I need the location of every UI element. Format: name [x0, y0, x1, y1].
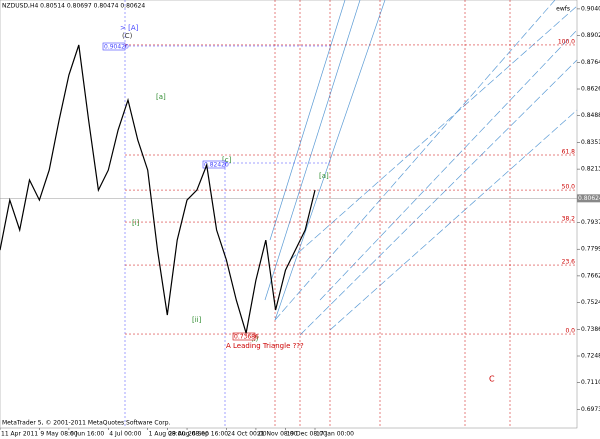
y-tick-label: 0.76620 [581, 272, 600, 279]
y-tick-label: 0.72486 [581, 353, 600, 360]
annotation: C [489, 375, 495, 384]
current-price-box [577, 194, 600, 203]
x-tick-label: 24 Oct 00:00 [227, 431, 266, 438]
annotation: A Leading Triangle ??? [226, 342, 304, 350]
plot-area [0, 0, 578, 429]
x-tick-label: 4 Jul 00:00 [109, 431, 141, 438]
annotation: [a] [319, 172, 329, 180]
annotation: [i] [132, 219, 140, 227]
price-box [232, 332, 256, 341]
current-price-label: 0.80624 [578, 195, 600, 202]
price-label: 0.82420 [204, 162, 229, 169]
x-tick-label: 6 Jun 16:00 [70, 431, 104, 438]
x-tick-label: 17 Jan 00:00 [316, 431, 354, 438]
y-tick-label: 0.79376 [581, 219, 600, 226]
annotation: [a] [156, 93, 166, 101]
footer: MetaTrader 5, © 2001-2011 MetaQuotes Sof… [2, 420, 171, 427]
x-tick-label: 9 May 08:00 [40, 431, 78, 438]
y-tick-label: 0.77998 [581, 246, 600, 253]
fib-label: 61.8 [562, 149, 576, 156]
fib-label: 0.0 [565, 328, 575, 335]
price-box [102, 42, 126, 51]
annotation: [ii] [192, 316, 202, 324]
fib-label: 38.2 [562, 216, 576, 223]
x-tick-label: 19 Dec 08:00 [286, 431, 327, 438]
y-tick-label: 0.71108 [581, 379, 600, 386]
y-tick-label: 0.82132 [581, 166, 600, 173]
y-tick-label: 0.69730 [581, 406, 600, 413]
fib-label: 50.0 [562, 184, 576, 191]
x-tick-label: 1 Aug 08:00 [149, 431, 186, 438]
chart-title: NZDUSD,H4 0.80514 0.80697 0.80474 0.8062… [2, 3, 145, 10]
trend-lines [264, 0, 578, 336]
fib-label: 23.6 [562, 259, 576, 266]
price-label: 0.90420 [104, 44, 129, 51]
y-tick-label: 0.73864 [581, 326, 600, 333]
vertical-markers [124, 0, 330, 428]
x-tick-label: 29 Aug 08:00 [168, 431, 209, 438]
y-tick-label: 0.83510 [581, 139, 600, 146]
time-zones [274, 0, 511, 428]
y-tick-label: 0.75242 [581, 299, 600, 306]
y-tick-label: 0.86266 [581, 86, 600, 93]
price-line [0, 44, 316, 334]
x-tick-label: 21 Nov 08:00 [257, 431, 298, 438]
x-tick-label: 26 Sep 16:00 [188, 431, 228, 438]
y-tick-label: 0.87644 [581, 59, 600, 66]
fib-label: 100.0 [558, 38, 575, 45]
y-tick-label: 0.89022 [581, 32, 600, 39]
y-tick-label: 0.90400 [581, 5, 600, 12]
corner-label: ewfs [556, 6, 570, 13]
price-label: 0.73686 [234, 334, 259, 341]
y-tick-label: 0.84888 [581, 112, 600, 119]
price-box [202, 160, 226, 169]
annotation: > [A] [120, 24, 139, 32]
annotation: (C) [122, 32, 133, 40]
x-tick-label: 11 Apr 2011 [1, 431, 38, 438]
annotation: [c] [222, 156, 232, 164]
